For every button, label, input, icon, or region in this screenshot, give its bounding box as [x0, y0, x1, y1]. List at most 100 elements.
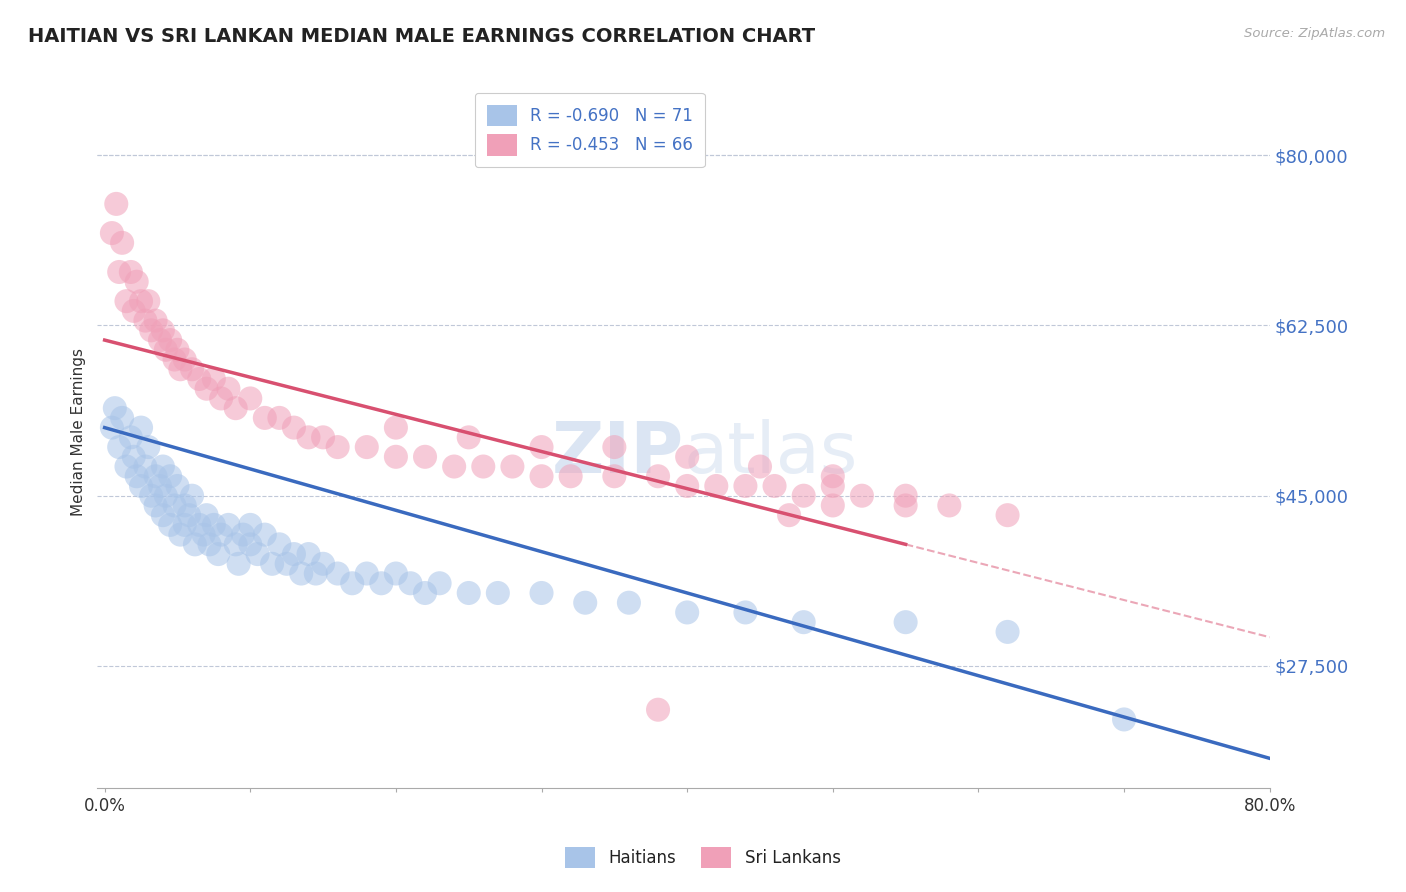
Text: atlas: atlas [683, 419, 858, 488]
Point [763, 479, 786, 493]
Text: ZIP: ZIP [551, 419, 683, 488]
Point [530, 586, 553, 600]
Point [399, 576, 422, 591]
Point [501, 459, 523, 474]
Point [120, 430, 142, 444]
Point [443, 459, 465, 474]
Point [894, 615, 917, 629]
Point [188, 517, 211, 532]
Point [821, 469, 844, 483]
Point [326, 440, 349, 454]
Point [851, 489, 873, 503]
Point [207, 547, 229, 561]
Point [108, 440, 131, 454]
Point [356, 566, 378, 581]
Point [312, 557, 335, 571]
Point [195, 382, 218, 396]
Point [169, 527, 191, 541]
Point [704, 479, 727, 493]
Point [193, 527, 215, 541]
Point [429, 576, 451, 591]
Point [163, 499, 186, 513]
Point [115, 459, 138, 474]
Point [188, 372, 211, 386]
Point [129, 420, 152, 434]
Point [574, 596, 596, 610]
Point [749, 459, 772, 474]
Point [166, 479, 188, 493]
Point [122, 304, 145, 318]
Point [297, 430, 319, 444]
Point [134, 459, 156, 474]
Point [734, 479, 756, 493]
Point [269, 410, 291, 425]
Point [149, 479, 172, 493]
Point [115, 294, 138, 309]
Point [111, 410, 134, 425]
Point [209, 527, 232, 541]
Point [283, 420, 305, 434]
Point [120, 265, 142, 279]
Point [136, 440, 159, 454]
Point [676, 450, 699, 464]
Point [894, 499, 917, 513]
Point [125, 469, 148, 483]
Point [938, 499, 960, 513]
Point [1112, 713, 1135, 727]
Point [155, 343, 177, 357]
Point [145, 469, 167, 483]
Point [253, 527, 276, 541]
Legend: Haitians, Sri Lankans: Haitians, Sri Lankans [558, 840, 848, 875]
Point [530, 469, 553, 483]
Point [239, 517, 262, 532]
Point [276, 557, 298, 571]
Point [217, 517, 239, 532]
Point [603, 440, 626, 454]
Point [166, 343, 188, 357]
Point [560, 469, 582, 483]
Point [647, 469, 669, 483]
Point [155, 489, 177, 503]
Point [163, 352, 186, 367]
Point [283, 547, 305, 561]
Point [297, 547, 319, 561]
Point [647, 703, 669, 717]
Point [793, 615, 815, 629]
Point [169, 362, 191, 376]
Point [793, 489, 815, 503]
Point [472, 459, 495, 474]
Point [385, 420, 408, 434]
Point [173, 352, 195, 367]
Point [342, 576, 364, 591]
Point [997, 508, 1019, 523]
Point [129, 294, 152, 309]
Point [181, 362, 204, 376]
Point [141, 489, 163, 503]
Point [159, 517, 181, 532]
Point [105, 197, 128, 211]
Y-axis label: Median Male Earnings: Median Male Earnings [72, 349, 86, 516]
Point [997, 624, 1019, 639]
Point [217, 382, 239, 396]
Point [225, 537, 247, 551]
Point [181, 489, 204, 503]
Point [290, 566, 312, 581]
Point [141, 323, 163, 337]
Point [356, 440, 378, 454]
Point [326, 566, 349, 581]
Point [184, 537, 207, 551]
Point [530, 440, 553, 454]
Point [894, 489, 917, 503]
Point [305, 566, 328, 581]
Point [457, 430, 479, 444]
Point [159, 469, 181, 483]
Point [129, 479, 152, 493]
Point [173, 517, 195, 532]
Point [676, 606, 699, 620]
Point [202, 517, 225, 532]
Point [239, 537, 262, 551]
Point [149, 333, 172, 347]
Point [253, 410, 276, 425]
Point [198, 537, 221, 551]
Point [195, 508, 218, 523]
